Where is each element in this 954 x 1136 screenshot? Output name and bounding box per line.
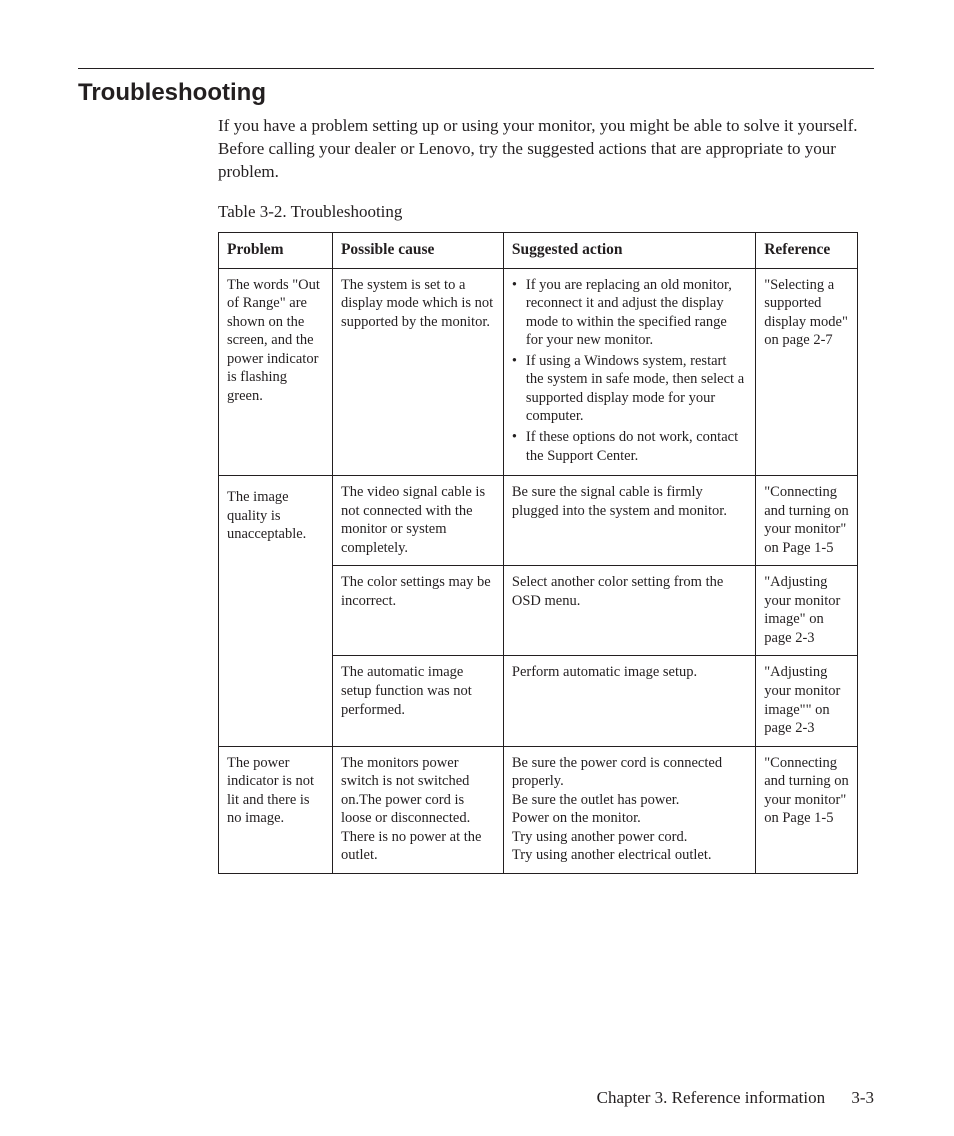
action-item: If you are replacing an old monitor, rec… bbox=[512, 276, 747, 350]
action-list: If you are replacing an old monitor, rec… bbox=[512, 276, 747, 465]
table-row: The words "Out of Range" are shown on th… bbox=[219, 268, 858, 475]
cell-action: Select another color setting from the OS… bbox=[503, 566, 755, 656]
cell-cause: The automatic image setup function was n… bbox=[332, 656, 503, 746]
cell-action: Perform automatic image setup. bbox=[503, 656, 755, 746]
table-header-row: Problem Possible cause Suggested action … bbox=[219, 232, 858, 268]
cell-cause: The video signal cable is not connected … bbox=[332, 476, 503, 566]
cell-problem: The words "Out of Range" are shown on th… bbox=[219, 268, 333, 475]
col-action: Suggested action bbox=[503, 232, 755, 268]
cell-reference: "Connecting and turning on your monitor"… bbox=[756, 746, 858, 873]
footer-page-number: 3-3 bbox=[851, 1088, 874, 1107]
cell-action: Be sure the power cord is connected prop… bbox=[503, 746, 755, 873]
cell-reference: "Adjusting your monitor image" on page 2… bbox=[756, 566, 858, 656]
footer-chapter: Chapter 3. Reference information bbox=[597, 1088, 825, 1107]
cell-reference: "Connecting and turning on your monitor"… bbox=[756, 476, 858, 566]
cell-problem: The power indicator is not lit and there… bbox=[219, 746, 333, 873]
table-caption: Table 3-2. Troubleshooting bbox=[78, 202, 874, 222]
cell-reference: "Selecting a supported display mode" on … bbox=[756, 268, 858, 475]
cell-action-text: Be sure the power cord is connected prop… bbox=[512, 754, 747, 865]
cell-reference: "Adjusting your monitor image"" on page … bbox=[756, 656, 858, 746]
col-reference: Reference bbox=[756, 232, 858, 268]
top-rule bbox=[78, 68, 874, 69]
page-heading: Troubleshooting bbox=[78, 79, 874, 107]
cell-action: Be sure the signal cable is firmly plugg… bbox=[503, 476, 755, 566]
cell-action: If you are replacing an old monitor, rec… bbox=[503, 268, 755, 475]
table-row: The image quality is unacceptable. The v… bbox=[219, 476, 858, 566]
cell-cause-text: The monitors power switch is not switche… bbox=[341, 754, 495, 865]
cell-cause: The system is set to a display mode whic… bbox=[332, 268, 503, 475]
table-row: The power indicator is not lit and there… bbox=[219, 746, 858, 873]
cell-cause: The color settings may be incorrect. bbox=[332, 566, 503, 656]
cell-cause: The monitors power switch is not switche… bbox=[332, 746, 503, 873]
col-cause: Possible cause bbox=[332, 232, 503, 268]
cell-problem: The image quality is unacceptable. bbox=[219, 476, 333, 747]
troubleshooting-table: Problem Possible cause Suggested action … bbox=[218, 232, 858, 874]
col-problem: Problem bbox=[219, 232, 333, 268]
action-item: If using a Windows system, restart the s… bbox=[512, 352, 747, 426]
page-footer: Chapter 3. Reference information 3-3 bbox=[597, 1088, 874, 1108]
action-item: If these options do not work, contact th… bbox=[512, 428, 747, 465]
intro-paragraph: If you have a problem setting up or usin… bbox=[78, 115, 874, 184]
